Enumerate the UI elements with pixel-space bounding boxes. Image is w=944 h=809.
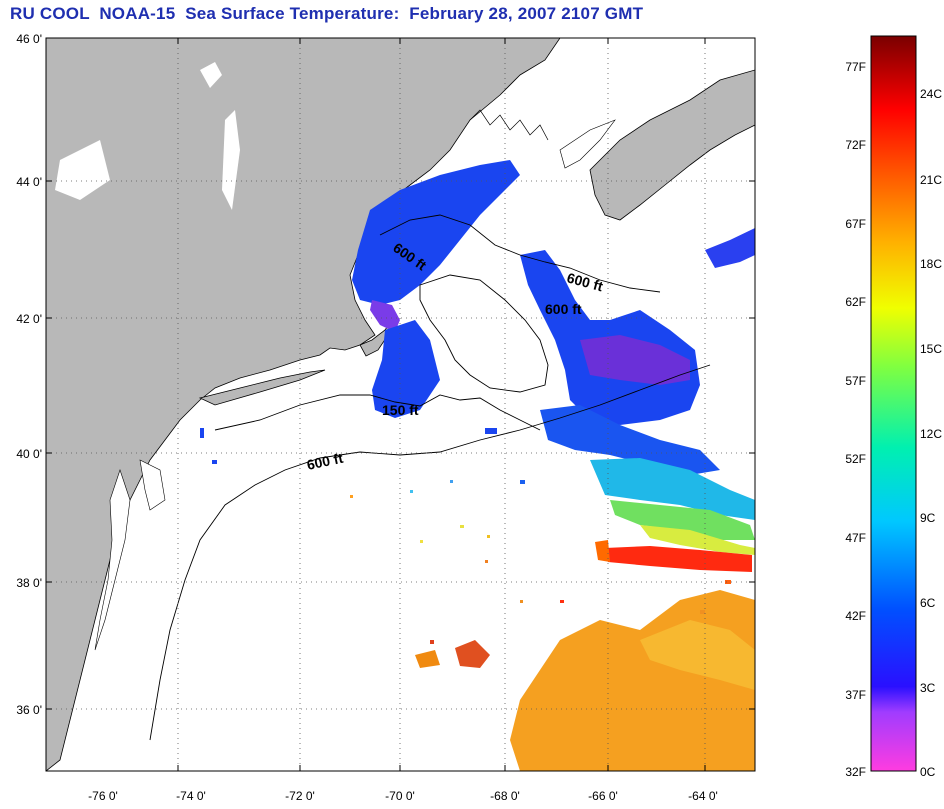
contour-label-150ft: 150 ft — [382, 402, 419, 418]
cb-f-label: 57F — [845, 374, 866, 388]
contour-label-600ft: 600 ft — [305, 450, 344, 473]
sst-nantucket-shoals — [372, 320, 440, 418]
lat-label: 36 0' — [16, 703, 42, 717]
chesapeake-bay — [94, 469, 131, 651]
cb-f-label: 52F — [845, 452, 866, 466]
cb-c-label: 0C — [920, 765, 936, 779]
inland-lake — [222, 110, 240, 210]
sst-scotian-shelf — [705, 228, 755, 268]
contour-600ft-inner — [419, 274, 549, 393]
cb-f-label: 42F — [845, 609, 866, 623]
sst-warm-patch — [455, 640, 490, 668]
lat-label: 38 0' — [16, 576, 42, 590]
cb-f-label: 77F — [845, 60, 866, 74]
cb-f-label: 72F — [845, 138, 866, 152]
land-nova-scotia — [589, 69, 755, 221]
cb-c-label: 24C — [920, 87, 942, 101]
sst-gulf-stream-red — [605, 546, 752, 572]
inland-lake — [55, 140, 110, 200]
cb-c-label: 12C — [920, 427, 942, 441]
sst-shelf-south — [540, 405, 720, 475]
longitude-labels: -76 0' -74 0' -72 0' -70 0' -68 0' -66 0… — [88, 789, 718, 803]
bay-of-fundy — [559, 119, 616, 169]
graticule — [46, 38, 755, 771]
cb-c-label: 6C — [920, 596, 936, 610]
sst-scattered-pixels — [200, 428, 731, 644]
cb-f-label: 37F — [845, 688, 866, 702]
cb-c-label: 15C — [920, 342, 942, 356]
cb-f-label: 32F — [845, 765, 866, 779]
sst-cape-cod-purple — [370, 300, 400, 332]
lon-label: -66 0' — [588, 789, 618, 803]
sst-gulf-of-maine — [352, 160, 520, 305]
colorbar-fahrenheit-labels: 77F 72F 67F 62F 57F 52F 47F 42F 37F 32F — [845, 60, 866, 779]
delaware-bay — [139, 459, 166, 511]
lon-label: -70 0' — [385, 789, 415, 803]
tick-marks — [46, 37, 755, 771]
contour-150ft — [214, 394, 541, 431]
lat-label: 44 0' — [16, 175, 42, 189]
latitude-labels: 46 0' 44 0' 42 0' 40 0' 38 0' 36 0' — [16, 32, 42, 717]
coastline-detail — [469, 109, 549, 141]
cb-f-label: 62F — [845, 295, 866, 309]
lon-label: -72 0' — [285, 789, 315, 803]
cb-c-label: 21C — [920, 173, 942, 187]
cb-f-label: 67F — [845, 217, 866, 231]
lat-label: 40 0' — [16, 447, 42, 461]
colorbar-celsius-labels: 24C 21C 18C 15C 12C 9C 6C 3C 0C — [920, 87, 942, 779]
lon-label: -64 0' — [688, 789, 718, 803]
inland-lake — [200, 62, 222, 88]
lon-label: -74 0' — [176, 789, 206, 803]
map-title: RU COOL NOAA-15 Sea Surface Temperature:… — [10, 4, 644, 23]
sst-slope-water — [590, 458, 755, 520]
sst-warm-patch — [415, 650, 440, 668]
land-long-island — [198, 369, 326, 406]
colorbar-gradient — [870, 35, 917, 772]
contour-600ft-gulf-maine — [379, 214, 661, 293]
sst-slope-green — [610, 500, 755, 540]
contour-600ft-shelf — [149, 364, 711, 741]
sst-sargasso-light — [640, 620, 755, 690]
lon-label: -68 0' — [490, 789, 520, 803]
cb-f-label: 47F — [845, 531, 866, 545]
sst-gulf-stream-orange — [595, 540, 610, 562]
sst-georges-purple — [580, 335, 690, 385]
lat-label: 46 0' — [16, 32, 42, 46]
cb-c-label: 18C — [920, 257, 942, 271]
sst-slope-yellow — [640, 525, 755, 555]
cb-c-label: 9C — [920, 511, 936, 525]
lat-label: 42 0' — [16, 312, 42, 326]
cb-c-label: 3C — [920, 681, 936, 695]
land-us-northeast — [46, 38, 561, 771]
contour-label-600ft: 600 ft — [545, 301, 582, 317]
lon-label: -76 0' — [88, 789, 118, 803]
colorbar: 77F 72F 67F 62F 57F 52F 47F 42F 37F 32F … — [845, 35, 942, 779]
